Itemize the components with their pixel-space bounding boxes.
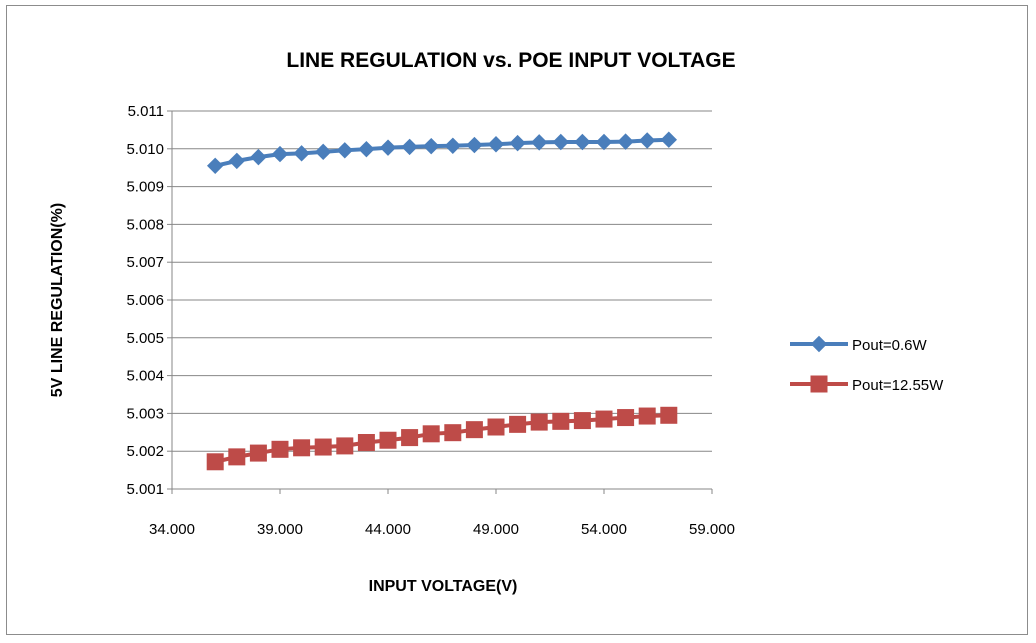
- data-point: [595, 133, 613, 151]
- data-point: [638, 132, 656, 149]
- data-point: [314, 143, 332, 161]
- y-tick-label: 5.007: [126, 254, 164, 271]
- data-point: [271, 145, 289, 163]
- x-tick-label: 54.000: [581, 521, 627, 538]
- x-tick-label: 49.000: [473, 521, 519, 538]
- x-axis-title: INPUT VOLTAGE(V): [369, 578, 518, 595]
- y-tick-label: 5.005: [126, 330, 164, 347]
- data-point: [530, 134, 548, 151]
- data-point: [250, 148, 267, 166]
- data-point: [293, 439, 311, 457]
- data-point: [574, 133, 591, 151]
- y-tick-label: 5.003: [126, 405, 164, 422]
- series-1: [206, 131, 678, 175]
- data-point: [509, 415, 527, 433]
- y-tick-label: 5.009: [126, 179, 164, 196]
- data-point: [552, 412, 570, 430]
- y-tick-label: 5.011: [128, 103, 164, 120]
- x-tick-label: 59.000: [689, 521, 735, 538]
- data-point: [617, 409, 635, 427]
- data-point: [444, 424, 462, 442]
- y-tick-label: 5.008: [126, 216, 164, 233]
- data-point: [422, 137, 440, 155]
- data-point: [336, 437, 354, 455]
- data-point: [379, 139, 397, 156]
- y-tick-label: 5.006: [126, 292, 164, 309]
- data-point: [422, 425, 440, 443]
- y-tick-label: 5.001: [126, 481, 164, 498]
- data-point: [249, 444, 267, 462]
- data-point: [487, 136, 505, 153]
- data-point: [228, 448, 246, 466]
- data-point: [314, 438, 332, 456]
- x-tick-labels: 34.000 39.000 44.000 49.000 54.000 59.000: [149, 521, 735, 538]
- y-tick-label: 5.002: [126, 443, 164, 460]
- data-point: [552, 133, 570, 151]
- legend-label: Pout=12.55W: [852, 377, 944, 394]
- chart-frame: [6, 5, 1028, 635]
- series-layer: [206, 131, 678, 471]
- legend-marker: [810, 335, 828, 353]
- data-point: [228, 152, 246, 170]
- data-point: [660, 406, 678, 424]
- data-point: [509, 134, 526, 152]
- legend-entry: Pout=12.55W: [790, 375, 944, 394]
- x-tick-label: 34.000: [149, 521, 195, 538]
- data-point: [617, 133, 634, 150]
- legend-marker: [810, 375, 828, 393]
- data-point: [358, 140, 375, 158]
- legend-entry: Pout=0.6W: [790, 335, 927, 354]
- data-point: [466, 136, 483, 154]
- series-line: [214, 413, 669, 464]
- y-axis-title: 5V LINE REGULATION(%): [49, 203, 66, 397]
- y-tick-label: 5.010: [126, 141, 164, 158]
- data-point: [638, 407, 656, 425]
- data-point: [271, 440, 289, 458]
- data-point: [595, 410, 613, 428]
- legend: Pout=0.6W Pout=12.55W: [790, 335, 944, 394]
- y-tick-labels: 5.001 5.002 5.003 5.004 5.005 5.006 5.007 5.008…: [126, 103, 164, 498]
- data-point: [357, 434, 375, 452]
- series-line: [214, 137, 669, 168]
- data-point: [206, 157, 224, 175]
- data-point: [206, 453, 224, 471]
- data-point: [444, 137, 462, 154]
- data-point: [379, 431, 397, 449]
- y-tick-label: 5.004: [126, 368, 164, 385]
- x-tick-label: 39.000: [257, 521, 303, 538]
- data-point: [465, 421, 483, 439]
- data-point: [401, 138, 418, 156]
- data-point: [487, 418, 505, 436]
- legend-label: Pout=0.6W: [852, 337, 927, 354]
- series-2: [206, 406, 678, 471]
- data-point: [573, 412, 591, 430]
- x-tick-label: 44.000: [365, 521, 411, 538]
- axes: [167, 110, 713, 494]
- chart-title: LINE REGULATION vs. POE INPUT VOLTAGE: [286, 49, 735, 72]
- data-point: [336, 142, 354, 159]
- data-point: [530, 413, 548, 431]
- data-point: [401, 429, 419, 447]
- data-point: [293, 145, 310, 162]
- data-point: [660, 131, 678, 148]
